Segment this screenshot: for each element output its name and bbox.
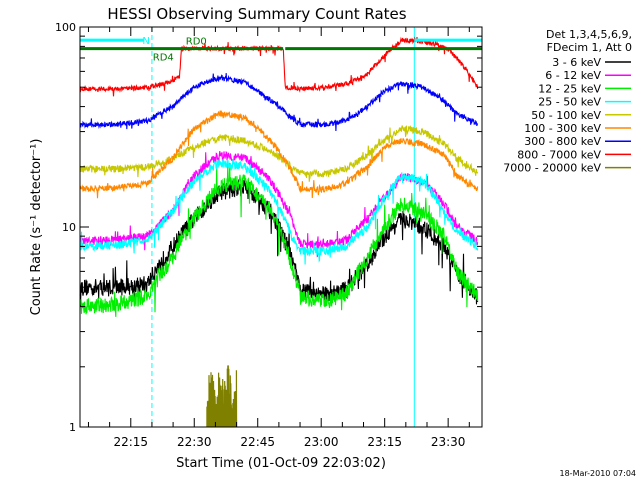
x-tick-label: 23:30: [431, 435, 466, 449]
series-line-6: [79, 110, 479, 199]
y-axis: 1 10 100: [55, 21, 482, 434]
legend-entry-label: 100 - 300 keV: [524, 122, 601, 135]
footer-timestamp: 18-Mar-2010 07:04: [560, 469, 637, 478]
series-line-2: [79, 150, 479, 258]
series-line-8: [79, 36, 479, 97]
legend-entry-label: 6 - 12 keV: [545, 69, 601, 82]
x-tick-label: 22:15: [113, 435, 148, 449]
legend-entry-label: 800 - 7000 keV: [517, 148, 601, 161]
x-axis: 22:15 22:30 22:45 23:00 23:15 23:30: [87, 27, 470, 449]
x-tick-label: 23:00: [304, 435, 339, 449]
flag-label-n: N: [142, 36, 149, 47]
y-tick-label: 10: [62, 221, 76, 234]
x-tick-label: 22:45: [240, 435, 275, 449]
legend-entry-label: 12 - 25 keV: [538, 82, 601, 95]
series-line-7: [79, 73, 479, 132]
series-line-3: [79, 162, 479, 317]
legend-entry-label: 300 - 800 keV: [524, 135, 601, 148]
flag-label-rd4: RD4: [153, 53, 174, 64]
y-tick-label: 1: [69, 421, 76, 434]
legend-entry-label: 3 - 6 keV: [552, 56, 601, 69]
y-axis-label: Count Rate (s⁻¹ detector⁻¹): [29, 139, 44, 316]
flag-label-rd0: RD0: [186, 37, 207, 48]
series-line-5: [79, 124, 479, 182]
legend: Det 1,3,4,5,6,9,FDecim 1, Att 0 3 - 6 keV…: [503, 28, 632, 175]
legend-entry-label: 7000 - 20000 keV: [503, 162, 601, 175]
series-line-4: [79, 158, 479, 265]
legend-header-line: FDecim 1, Att 0: [547, 41, 632, 54]
legend-entry-label: 50 - 100 keV: [531, 109, 601, 122]
legend-header-line: Det 1,3,4,5,6,9,: [546, 28, 632, 41]
y-tick-label: 100: [55, 21, 76, 34]
x-axis-label: Start Time (01-Oct-09 22:03:02): [176, 456, 386, 471]
legend-entry-label: 25 - 50 keV: [538, 96, 601, 109]
x-tick-label: 23:15: [367, 435, 402, 449]
x-tick-label: 22:30: [177, 435, 212, 449]
chart-title: HESSI Observing Summary Count Rates: [107, 5, 406, 23]
series-line-9: [206, 365, 238, 428]
